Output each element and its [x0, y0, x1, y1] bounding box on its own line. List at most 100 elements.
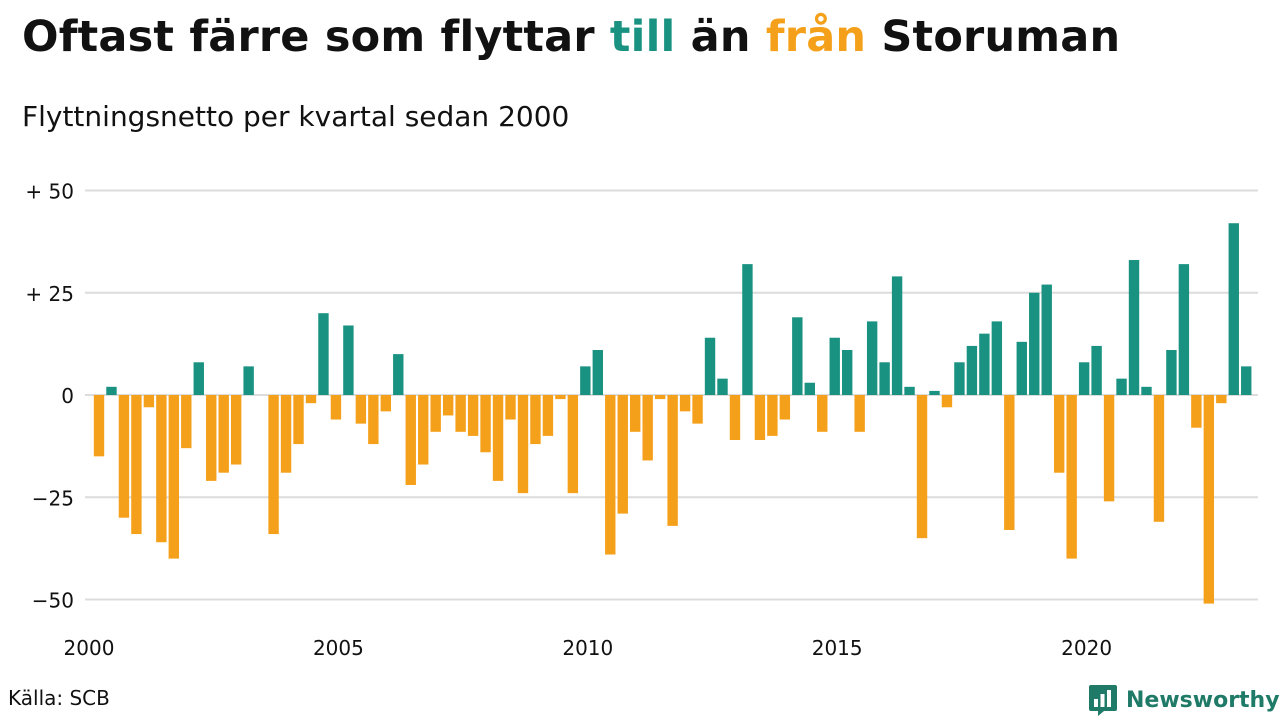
- bar: [393, 354, 404, 395]
- bar: [729, 395, 741, 440]
- bar: [368, 395, 379, 445]
- bar: [492, 395, 504, 481]
- title-till-word: till: [609, 12, 676, 62]
- bar: [679, 395, 691, 412]
- x-tick-label: 2000: [64, 636, 115, 660]
- bar: [442, 395, 454, 416]
- y-tick-label: −50: [32, 589, 74, 613]
- x-tick-label: 2020: [1061, 636, 1112, 660]
- bar: [1091, 345, 1102, 395]
- bar: [480, 395, 491, 453]
- chart-subtitle: Flyttningsnetto per kvartal sedan 2000: [22, 100, 570, 133]
- bar: [630, 395, 641, 432]
- bar: [1053, 395, 1065, 473]
- bar: [866, 321, 878, 395]
- newsworthy-logo-icon: [1089, 685, 1117, 716]
- bar: [879, 362, 890, 395]
- bar: [1241, 366, 1252, 395]
- bar: [754, 395, 766, 440]
- bar: [580, 366, 591, 395]
- bar: [829, 337, 840, 395]
- title-fran-word: från: [765, 12, 867, 62]
- bar: [904, 386, 915, 395]
- bar: [168, 395, 180, 559]
- bar: [929, 390, 940, 395]
- bar: [230, 395, 242, 465]
- y-tick-label: 0: [61, 384, 74, 408]
- bar: [1029, 292, 1040, 395]
- x-tick-label: 2015: [812, 636, 863, 660]
- bar: [542, 395, 554, 436]
- bar: [106, 386, 117, 395]
- bar: [143, 395, 155, 408]
- bar: [854, 395, 865, 432]
- bar: [218, 395, 229, 473]
- bar: [355, 395, 367, 424]
- bar: [742, 264, 753, 395]
- bar: [305, 395, 317, 404]
- title-part-2: än: [675, 12, 766, 62]
- bar: [704, 337, 716, 395]
- bar: [1116, 378, 1127, 395]
- bar: [1078, 362, 1090, 395]
- bar: [555, 395, 566, 400]
- bar: [1128, 260, 1140, 395]
- bar: [667, 395, 678, 526]
- bar: [1141, 386, 1152, 395]
- bar: [405, 395, 416, 485]
- bar: [243, 366, 254, 395]
- bar: [118, 395, 130, 518]
- bar: [268, 395, 279, 535]
- bar: [979, 333, 990, 395]
- bar: [131, 395, 142, 535]
- title-part-3: Storuman: [866, 12, 1121, 62]
- bar: [181, 395, 192, 449]
- bar: [517, 395, 529, 494]
- bar: [1216, 395, 1227, 404]
- x-tick-label: 2005: [313, 636, 364, 660]
- bar: [767, 395, 778, 436]
- bar: [916, 395, 928, 539]
- bar: [567, 395, 579, 494]
- title-part-1: Oftast färre som flyttar: [22, 12, 610, 62]
- bar: [817, 395, 828, 432]
- bar: [717, 378, 728, 395]
- bar: [193, 362, 204, 395]
- bar: [330, 395, 342, 420]
- bar: [318, 313, 329, 395]
- bar: [156, 395, 167, 543]
- y-tick-label: + 25: [25, 282, 74, 306]
- x-tick-label: 2010: [562, 636, 613, 660]
- bar: [1004, 395, 1015, 530]
- bar: [1203, 395, 1215, 604]
- bar: [505, 395, 516, 420]
- bar: [966, 345, 978, 395]
- bar: [1153, 395, 1165, 522]
- bar: [1178, 264, 1190, 395]
- bar: [1016, 341, 1027, 395]
- bar: [1228, 223, 1239, 395]
- bar: [991, 321, 1003, 395]
- bar: [467, 395, 479, 436]
- bar: [642, 395, 653, 461]
- bar: [592, 350, 603, 395]
- bar: [280, 395, 292, 473]
- bar: [206, 395, 217, 481]
- bar: [530, 395, 541, 445]
- chart-title: Oftast färre som flyttar till än från St…: [22, 12, 1120, 62]
- source-label: Källa: SCB: [8, 686, 110, 710]
- bar: [891, 276, 903, 395]
- bar: [954, 362, 965, 395]
- bar: [941, 395, 953, 408]
- bar: [692, 395, 703, 424]
- bar: [1191, 395, 1202, 428]
- bar: [418, 395, 429, 465]
- bar: [455, 395, 466, 432]
- y-tick-label: + 50: [25, 180, 74, 204]
- bar: [1166, 350, 1177, 395]
- bar: [1066, 395, 1077, 559]
- brand-name: Newsworthy: [1126, 687, 1280, 713]
- bar: [1041, 284, 1052, 395]
- bar: [804, 382, 815, 395]
- bar: [380, 395, 392, 412]
